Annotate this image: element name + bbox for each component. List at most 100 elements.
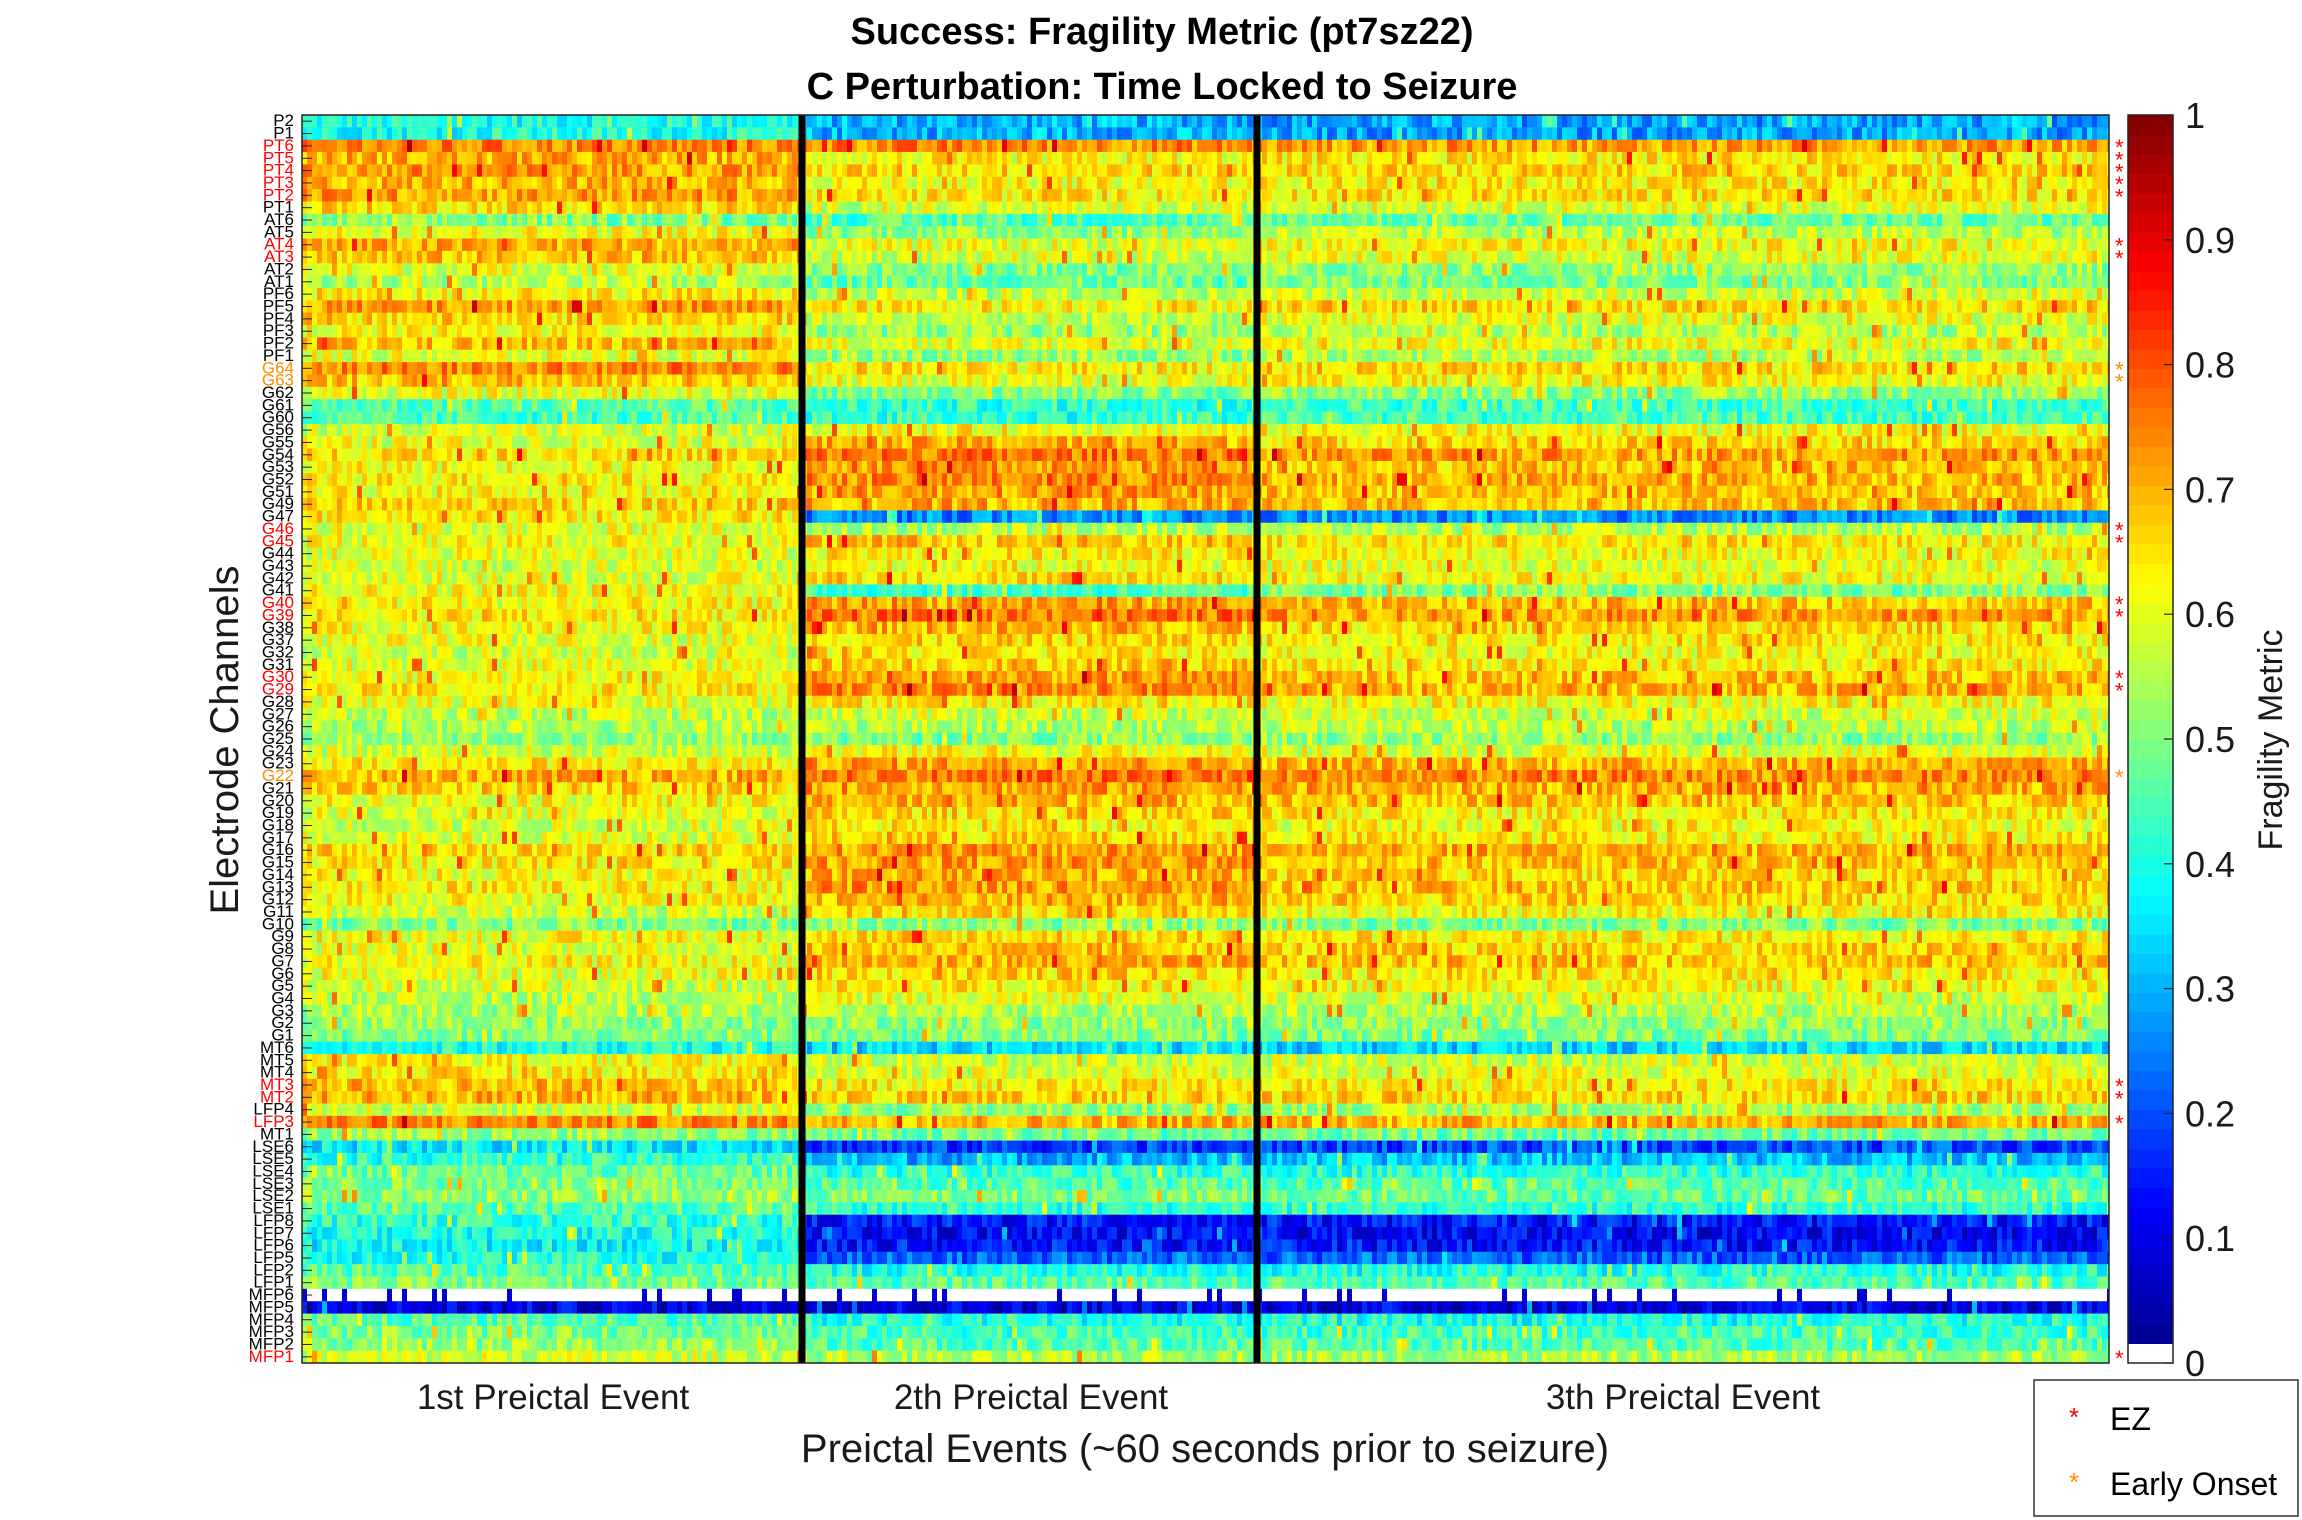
heatmap-cell xyxy=(1452,189,1457,202)
heatmap-cell xyxy=(1762,127,1767,140)
heatmap-cell xyxy=(352,115,357,128)
heatmap-row-segment xyxy=(302,152,802,165)
heatmap-cell xyxy=(1012,202,1017,215)
heatmap-cell xyxy=(922,140,927,153)
heatmap-cell xyxy=(2057,152,2062,165)
heatmap-cell xyxy=(1332,140,1337,153)
heatmap-cell xyxy=(1087,115,1092,128)
heatmap-cell xyxy=(792,202,797,215)
heatmap-cell xyxy=(1557,115,1562,128)
heatmap-cell xyxy=(717,115,722,128)
heatmap-cell xyxy=(622,127,627,140)
heatmap-cell xyxy=(1667,226,1672,239)
heatmap-cell xyxy=(507,140,512,153)
heatmap-cell xyxy=(1607,140,1612,153)
heatmap-row-segment xyxy=(1257,115,2109,128)
heatmap-cell xyxy=(582,177,587,190)
heatmap-cell xyxy=(892,140,897,153)
heatmap-cell xyxy=(612,189,617,202)
heatmap-cell xyxy=(832,202,837,215)
heatmap-cell xyxy=(1647,214,1652,227)
heatmap-cell xyxy=(1062,202,1067,215)
heatmap-cell xyxy=(1212,202,1217,215)
heatmap-cell xyxy=(1517,202,1522,215)
heatmap-cell xyxy=(417,214,422,227)
heatmap-row-segment xyxy=(1257,189,2109,202)
heatmap-cell xyxy=(1662,177,1667,190)
heatmap-cell xyxy=(1557,189,1562,202)
heatmap-cell xyxy=(1142,189,1147,202)
heatmap-cell xyxy=(1767,164,1772,177)
heatmap-cell xyxy=(1162,127,1167,140)
heatmap-cell xyxy=(1732,202,1737,215)
heatmap-cell xyxy=(392,115,397,128)
heatmap-cell xyxy=(1527,140,1532,153)
heatmap-cell xyxy=(1232,127,1237,140)
heatmap-cell xyxy=(572,140,577,153)
heatmap-cell xyxy=(432,140,437,153)
heatmap-cell xyxy=(1852,115,1857,128)
heatmap-cell xyxy=(422,164,427,177)
heatmap-cell xyxy=(327,152,332,165)
heatmap-cell xyxy=(2017,226,2022,239)
heatmap-cell xyxy=(1157,127,1162,140)
heatmap-cell xyxy=(1667,214,1672,227)
heatmap-cell xyxy=(1197,202,1202,215)
heatmap-cell xyxy=(707,189,712,202)
heatmap-cell xyxy=(847,140,852,153)
heatmap-cell xyxy=(2017,140,2022,153)
heatmap-cell xyxy=(1417,202,1422,215)
heatmap-cell xyxy=(1912,115,1917,128)
heatmap-cell xyxy=(2017,189,2022,202)
chart-title-line-2: C Perturbation: Time Locked to Seizure xyxy=(807,66,1518,108)
heatmap-cell xyxy=(877,127,882,140)
heatmap-cell xyxy=(1142,202,1147,215)
heatmap-cell xyxy=(457,189,462,202)
heatmap-cell xyxy=(1702,177,1707,190)
heatmap-cell xyxy=(1957,152,1962,165)
heatmap-cell xyxy=(557,202,562,215)
heatmap-cell xyxy=(782,226,787,239)
heatmap-cell xyxy=(1752,177,1757,190)
heatmap-cell xyxy=(367,140,372,153)
heatmap-cell xyxy=(872,115,877,128)
heatmap-cell xyxy=(502,202,507,215)
heatmap-cell xyxy=(1047,115,1052,128)
heatmap-cell xyxy=(407,226,412,239)
heatmap-cell xyxy=(877,189,882,202)
heatmap-cell xyxy=(1692,189,1697,202)
heatmap-cell xyxy=(1132,202,1137,215)
heatmap-cell xyxy=(992,202,997,215)
heatmap-cell xyxy=(1772,202,1777,215)
heatmap-cell xyxy=(552,115,557,128)
heatmap-cell xyxy=(447,177,452,190)
heatmap-cell xyxy=(1212,115,1217,128)
heatmap-cell xyxy=(1137,177,1142,190)
heatmap-cell xyxy=(2087,202,2092,215)
heatmap-cell xyxy=(1752,214,1757,227)
heatmap-cell xyxy=(352,226,357,239)
heatmap-cell xyxy=(557,152,562,165)
heatmap-cell xyxy=(2017,202,2022,215)
heatmap-cell xyxy=(732,226,737,239)
heatmap-row-segment xyxy=(802,164,1257,177)
heatmap-cell xyxy=(447,140,452,153)
heatmap-cell xyxy=(1092,214,1097,227)
heatmap-cell xyxy=(932,140,937,153)
heatmap-cell xyxy=(592,140,597,153)
heatmap-cell xyxy=(1732,164,1737,177)
heatmap-cell xyxy=(1652,177,1657,190)
heatmap-cell xyxy=(1762,164,1767,177)
heatmap-cell xyxy=(397,140,402,153)
heatmap-cell xyxy=(637,177,642,190)
heatmap-cell xyxy=(1367,214,1372,227)
heatmap-cell xyxy=(362,214,367,227)
heatmap-cell xyxy=(567,177,572,190)
heatmap-cell xyxy=(962,177,967,190)
heatmap-cell xyxy=(1637,226,1642,239)
heatmap-cell xyxy=(832,152,837,165)
heatmap-cell xyxy=(1942,189,1947,202)
heatmap-cell xyxy=(1637,115,1642,128)
heatmap-cell xyxy=(1717,127,1722,140)
heatmap-cell xyxy=(737,189,742,202)
